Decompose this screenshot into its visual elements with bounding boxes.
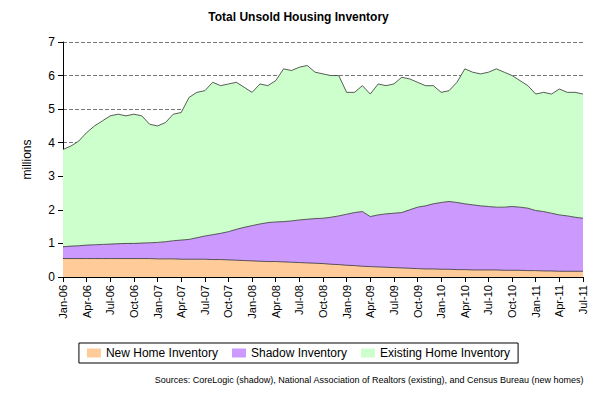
svg-text:Jan-06: Jan-06 bbox=[57, 285, 69, 319]
svg-text:Jul-11: Jul-11 bbox=[577, 285, 589, 314]
svg-text:Apr-07: Apr-07 bbox=[175, 285, 187, 318]
svg-text:millions: millions bbox=[20, 139, 34, 179]
svg-text:Apr-10: Apr-10 bbox=[459, 285, 471, 318]
svg-text:0: 0 bbox=[48, 270, 55, 284]
svg-text:2: 2 bbox=[48, 203, 55, 217]
svg-text:Apr-11: Apr-11 bbox=[553, 285, 565, 317]
svg-text:Jan-09: Jan-09 bbox=[341, 285, 353, 319]
svg-text:Total Unsold Housing Inventory: Total Unsold Housing Inventory bbox=[208, 10, 389, 24]
svg-text:5: 5 bbox=[48, 102, 55, 116]
svg-text:Apr-06: Apr-06 bbox=[81, 285, 93, 318]
svg-text:Apr-09: Apr-09 bbox=[364, 285, 376, 318]
svg-text:Shadow Inventory: Shadow Inventory bbox=[251, 346, 347, 360]
svg-text:Jan-11: Jan-11 bbox=[530, 285, 542, 318]
svg-text:Jan-07: Jan-07 bbox=[152, 285, 164, 319]
svg-text:7: 7 bbox=[48, 35, 55, 49]
svg-text:1: 1 bbox=[48, 236, 55, 250]
svg-text:4: 4 bbox=[48, 136, 55, 150]
svg-text:6: 6 bbox=[48, 69, 55, 83]
svg-text:Jul-07: Jul-07 bbox=[199, 285, 211, 315]
svg-text:Oct-10: Oct-10 bbox=[506, 285, 518, 318]
svg-text:Sources: CoreLogic (shadow), N: Sources: CoreLogic (shadow), National As… bbox=[155, 375, 584, 385]
svg-text:New Home Inventory: New Home Inventory bbox=[106, 346, 218, 360]
svg-text:Jan-08: Jan-08 bbox=[246, 285, 258, 319]
svg-text:Jul-08: Jul-08 bbox=[293, 285, 305, 315]
svg-text:Oct-06: Oct-06 bbox=[128, 285, 140, 318]
svg-text:Apr-08: Apr-08 bbox=[270, 285, 282, 318]
svg-text:Jul-10: Jul-10 bbox=[482, 285, 494, 315]
svg-text:Oct-08: Oct-08 bbox=[317, 285, 329, 318]
svg-text:Jan-10: Jan-10 bbox=[435, 285, 447, 319]
svg-text:Existing Home Inventory: Existing Home Inventory bbox=[380, 346, 510, 360]
svg-text:Jul-06: Jul-06 bbox=[104, 285, 116, 315]
svg-text:3: 3 bbox=[48, 169, 55, 183]
svg-text:Jul-09: Jul-09 bbox=[388, 285, 400, 315]
svg-text:Oct-09: Oct-09 bbox=[412, 285, 424, 318]
svg-text:Oct-07: Oct-07 bbox=[222, 285, 234, 318]
